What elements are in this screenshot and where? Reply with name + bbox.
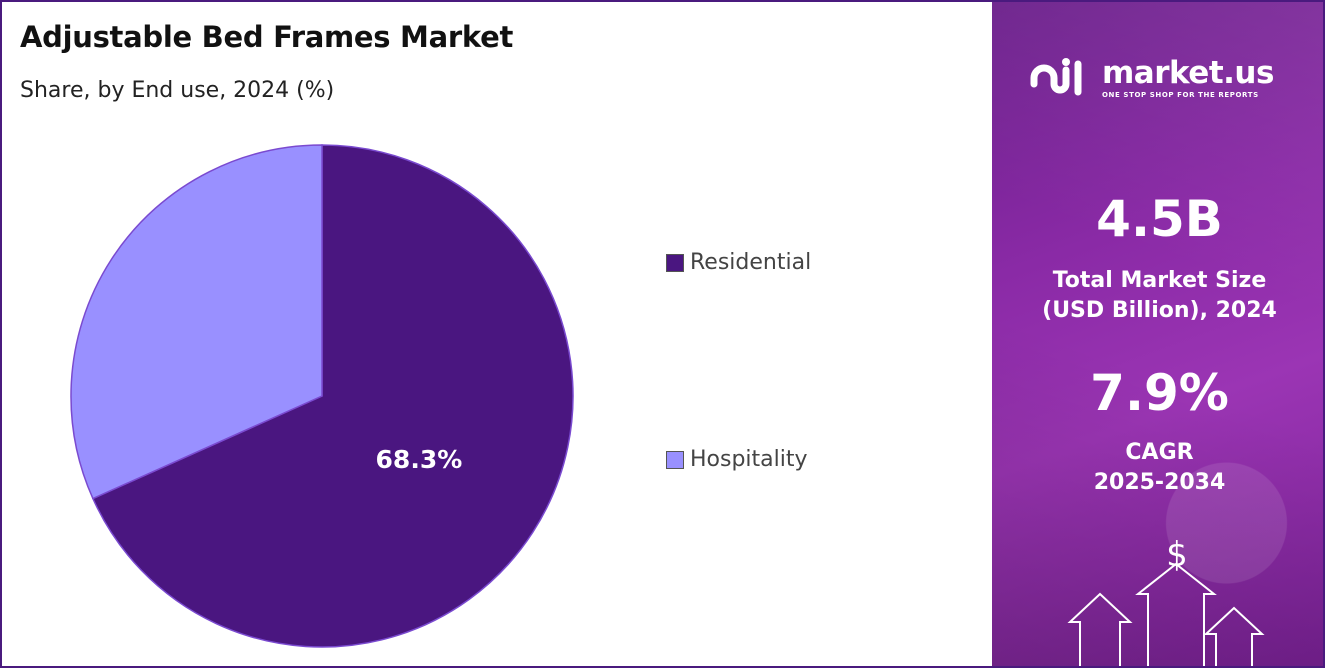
growth-arrows-icon: $	[1067, 535, 1265, 666]
dollar-icon: $	[1166, 535, 1188, 575]
legend-item-residential: Residential	[666, 250, 811, 275]
brand-name: market.us	[1102, 55, 1274, 91]
pie-slice-residential	[91, 144, 574, 648]
brand-tagline: ONE STOP SHOP FOR THE REPORTS	[1102, 91, 1259, 99]
cagr-label-line2: 2025-2034	[1093, 470, 1226, 495]
legend-swatch-hospitality	[666, 450, 684, 469]
summary-panel: market.us ONE STOP SHOP FOR THE REPORTS …	[992, 2, 1323, 666]
legend-swatch-residential	[666, 253, 684, 272]
panel-background-image	[992, 2, 1323, 666]
pie-slice-hospitality	[70, 144, 323, 500]
data-label-residential: 68.3%	[376, 445, 463, 474]
legend-label-hospitality: Hospitality	[690, 447, 808, 472]
market-size-value: 4.5B	[1096, 190, 1223, 248]
chart-subtitle: Share, by End use, 2024 (%)	[20, 78, 335, 103]
legend-label-residential: Residential	[690, 250, 812, 275]
chart-title: Adjustable Bed Frames Market	[20, 20, 514, 54]
market-us-logo-icon	[1030, 58, 1082, 96]
pie-chart: 68.3%	[70, 144, 574, 648]
market-size-label-line1: Total Market Size	[1052, 268, 1267, 293]
cagr-value: 7.9%	[1090, 364, 1229, 422]
cagr-label-line1: CAGR	[1125, 440, 1194, 465]
brand-logo[interactable]: market.us ONE STOP SHOP FOR THE REPORTS	[1030, 54, 1274, 102]
legend-item-hospitality: Hospitality	[666, 447, 808, 472]
market-size-label-line2: (USD Billion), 2024	[1042, 298, 1277, 323]
